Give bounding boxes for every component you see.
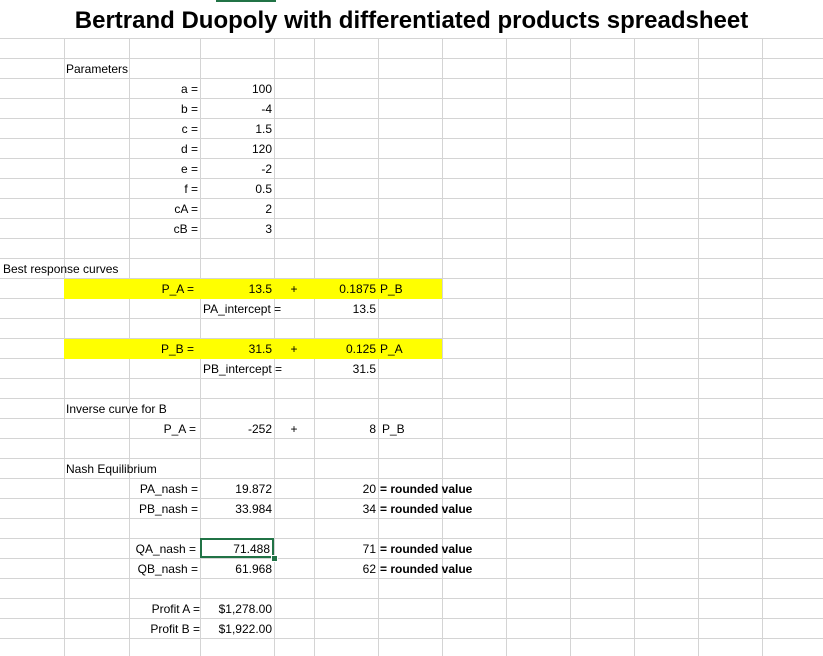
parameters-header[interactable]: Parameters: [66, 62, 129, 76]
param-label[interactable]: a =: [180, 82, 198, 96]
nash-value[interactable]: 33.984: [235, 502, 272, 516]
param-value[interactable]: 3: [265, 222, 272, 236]
profit-label[interactable]: Profit A =: [151, 602, 200, 616]
nash-label[interactable]: QB_nash =: [137, 562, 198, 576]
param-value[interactable]: 2: [265, 202, 272, 216]
highlight-pa-row: [64, 279, 442, 299]
nash-rounded[interactable]: 62: [362, 562, 376, 576]
pb-label[interactable]: P_B =: [160, 342, 194, 356]
param-value[interactable]: -4: [261, 102, 272, 116]
pa-constant[interactable]: 13.5: [248, 282, 272, 296]
pa-var[interactable]: P_B: [380, 282, 403, 296]
nash-value[interactable]: 19.872: [235, 482, 272, 496]
param-value[interactable]: -2: [261, 162, 272, 176]
nash-value[interactable]: 71.488: [233, 542, 270, 556]
nash-note[interactable]: = rounded value: [380, 482, 473, 496]
pa-label[interactable]: P_A =: [161, 282, 194, 296]
nash-header[interactable]: Nash Equilibrium: [66, 462, 157, 476]
param-label[interactable]: f =: [184, 182, 198, 196]
nash-label[interactable]: PA_nash =: [139, 482, 198, 496]
nash-rounded[interactable]: 34: [362, 502, 376, 516]
nash-note[interactable]: = rounded value: [380, 562, 473, 576]
nash-rounded[interactable]: 20: [362, 482, 376, 496]
param-value[interactable]: 0.5: [255, 182, 272, 196]
nash-rounded[interactable]: 71: [362, 542, 376, 556]
active-cell-selection[interactable]: [200, 538, 274, 558]
profit-value[interactable]: $1,922.00: [218, 622, 272, 636]
pb-var[interactable]: P_A: [380, 342, 403, 356]
pb-intercept-value[interactable]: 31.5: [352, 362, 376, 376]
highlight-pb-row: [64, 339, 442, 359]
param-label[interactable]: cA =: [174, 202, 198, 216]
nash-note[interactable]: = rounded value: [380, 542, 473, 556]
pa-intercept-label[interactable]: PA_intercept =: [203, 302, 282, 316]
inverse-coef[interactable]: 8: [369, 422, 376, 436]
param-label[interactable]: c =: [181, 122, 198, 136]
pa-plus[interactable]: +: [290, 282, 298, 296]
param-value[interactable]: 100: [251, 82, 272, 96]
param-label[interactable]: b =: [180, 102, 198, 116]
profit-value[interactable]: $1,278.00: [218, 602, 272, 616]
pb-coef[interactable]: 0.125: [345, 342, 376, 356]
profit-label[interactable]: Profit B =: [150, 622, 200, 636]
nash-value[interactable]: 61.968: [235, 562, 272, 576]
nash-label[interactable]: QA_nash =: [135, 542, 196, 556]
inverse-constant[interactable]: -252: [247, 422, 272, 436]
pb-constant[interactable]: 31.5: [248, 342, 272, 356]
sheet-title[interactable]: Bertrand Duopoly with differentiated pro…: [74, 7, 749, 34]
nash-note[interactable]: = rounded value: [380, 502, 473, 516]
inverse-header[interactable]: Inverse curve for B: [66, 402, 167, 416]
pa-intercept-value[interactable]: 13.5: [352, 302, 376, 316]
inverse-plus[interactable]: +: [290, 422, 298, 436]
fill-handle[interactable]: [271, 555, 278, 562]
pb-intercept-label[interactable]: PB_intercept =: [203, 362, 283, 376]
best-response-header[interactable]: Best response curves: [3, 262, 119, 276]
column-header-selection-marker: [216, 0, 276, 2]
pa-coef[interactable]: 0.1875: [339, 282, 376, 296]
param-value[interactable]: 120: [251, 142, 272, 156]
nash-label[interactable]: PB_nash =: [138, 502, 198, 516]
param-value[interactable]: 1.5: [255, 122, 272, 136]
pb-plus[interactable]: +: [290, 342, 298, 356]
param-label[interactable]: cB =: [173, 222, 198, 236]
param-label[interactable]: e =: [180, 162, 198, 176]
inverse-var[interactable]: P_B: [382, 422, 405, 436]
param-label[interactable]: d =: [180, 142, 198, 156]
inverse-label[interactable]: P_A =: [163, 422, 196, 436]
